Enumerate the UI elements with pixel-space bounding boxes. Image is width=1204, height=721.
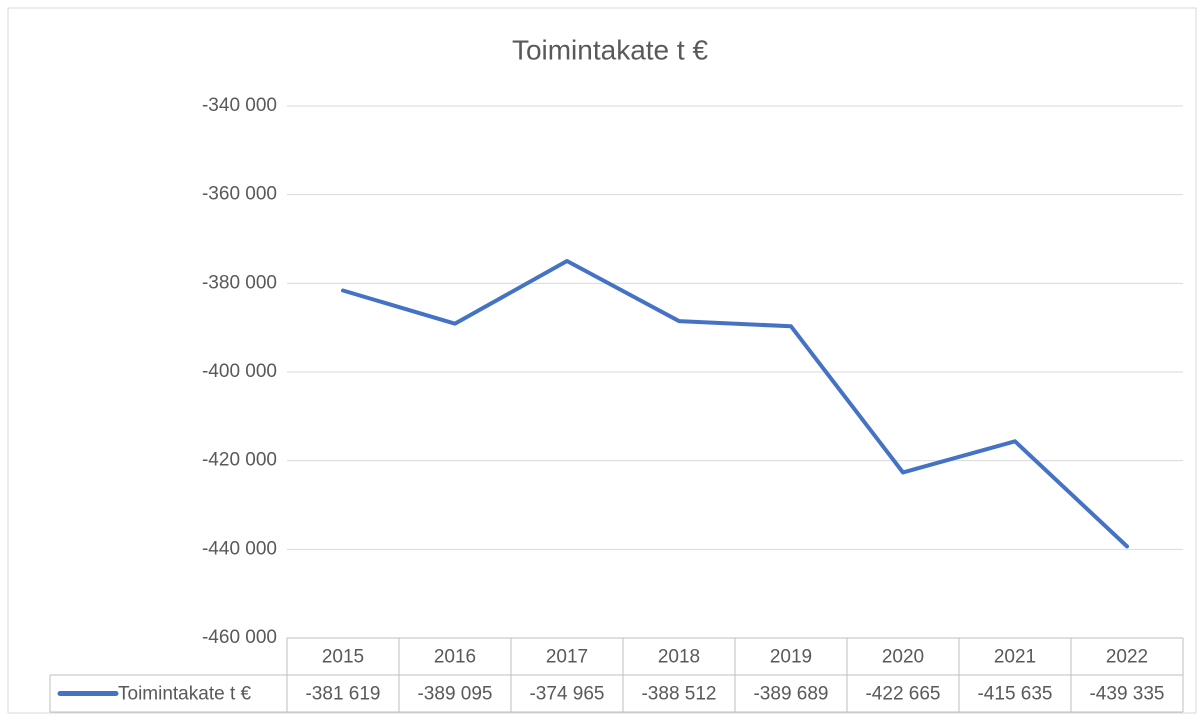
data-label: -374 965 bbox=[529, 684, 604, 705]
y-tick-label: -360 000 bbox=[202, 184, 277, 205]
x-tick-label: 2020 bbox=[882, 647, 924, 668]
x-tick-label: 2018 bbox=[658, 647, 700, 668]
legend-label: Toimintakate t € bbox=[118, 684, 251, 705]
x-tick-label: 2021 bbox=[994, 647, 1036, 668]
y-tick-label: -400 000 bbox=[202, 361, 277, 382]
data-label: -422 665 bbox=[865, 684, 940, 705]
y-tick-label: -380 000 bbox=[202, 272, 277, 293]
x-tick-label: 2017 bbox=[546, 647, 588, 668]
data-label: -388 512 bbox=[641, 684, 716, 705]
data-label: -439 335 bbox=[1089, 684, 1164, 705]
data-label: -415 635 bbox=[977, 684, 1052, 705]
x-tick-label: 2015 bbox=[322, 647, 364, 668]
chart-title: Toimintakate t € bbox=[512, 34, 709, 65]
chart-border bbox=[7, 7, 1197, 714]
series-line bbox=[341, 259, 1129, 549]
x-tick-label: 2022 bbox=[1106, 647, 1148, 668]
data-label: -389 689 bbox=[753, 684, 828, 705]
y-tick-label: -440 000 bbox=[202, 538, 277, 559]
y-tick-label: -340 000 bbox=[202, 95, 277, 116]
data-label: -381 619 bbox=[305, 684, 380, 705]
x-tick-label: 2019 bbox=[770, 647, 812, 668]
x-tick-label: 2016 bbox=[434, 647, 476, 668]
y-tick-label: -460 000 bbox=[202, 627, 277, 648]
data-label: -389 095 bbox=[417, 684, 492, 705]
y-tick-label: -420 000 bbox=[202, 450, 277, 471]
